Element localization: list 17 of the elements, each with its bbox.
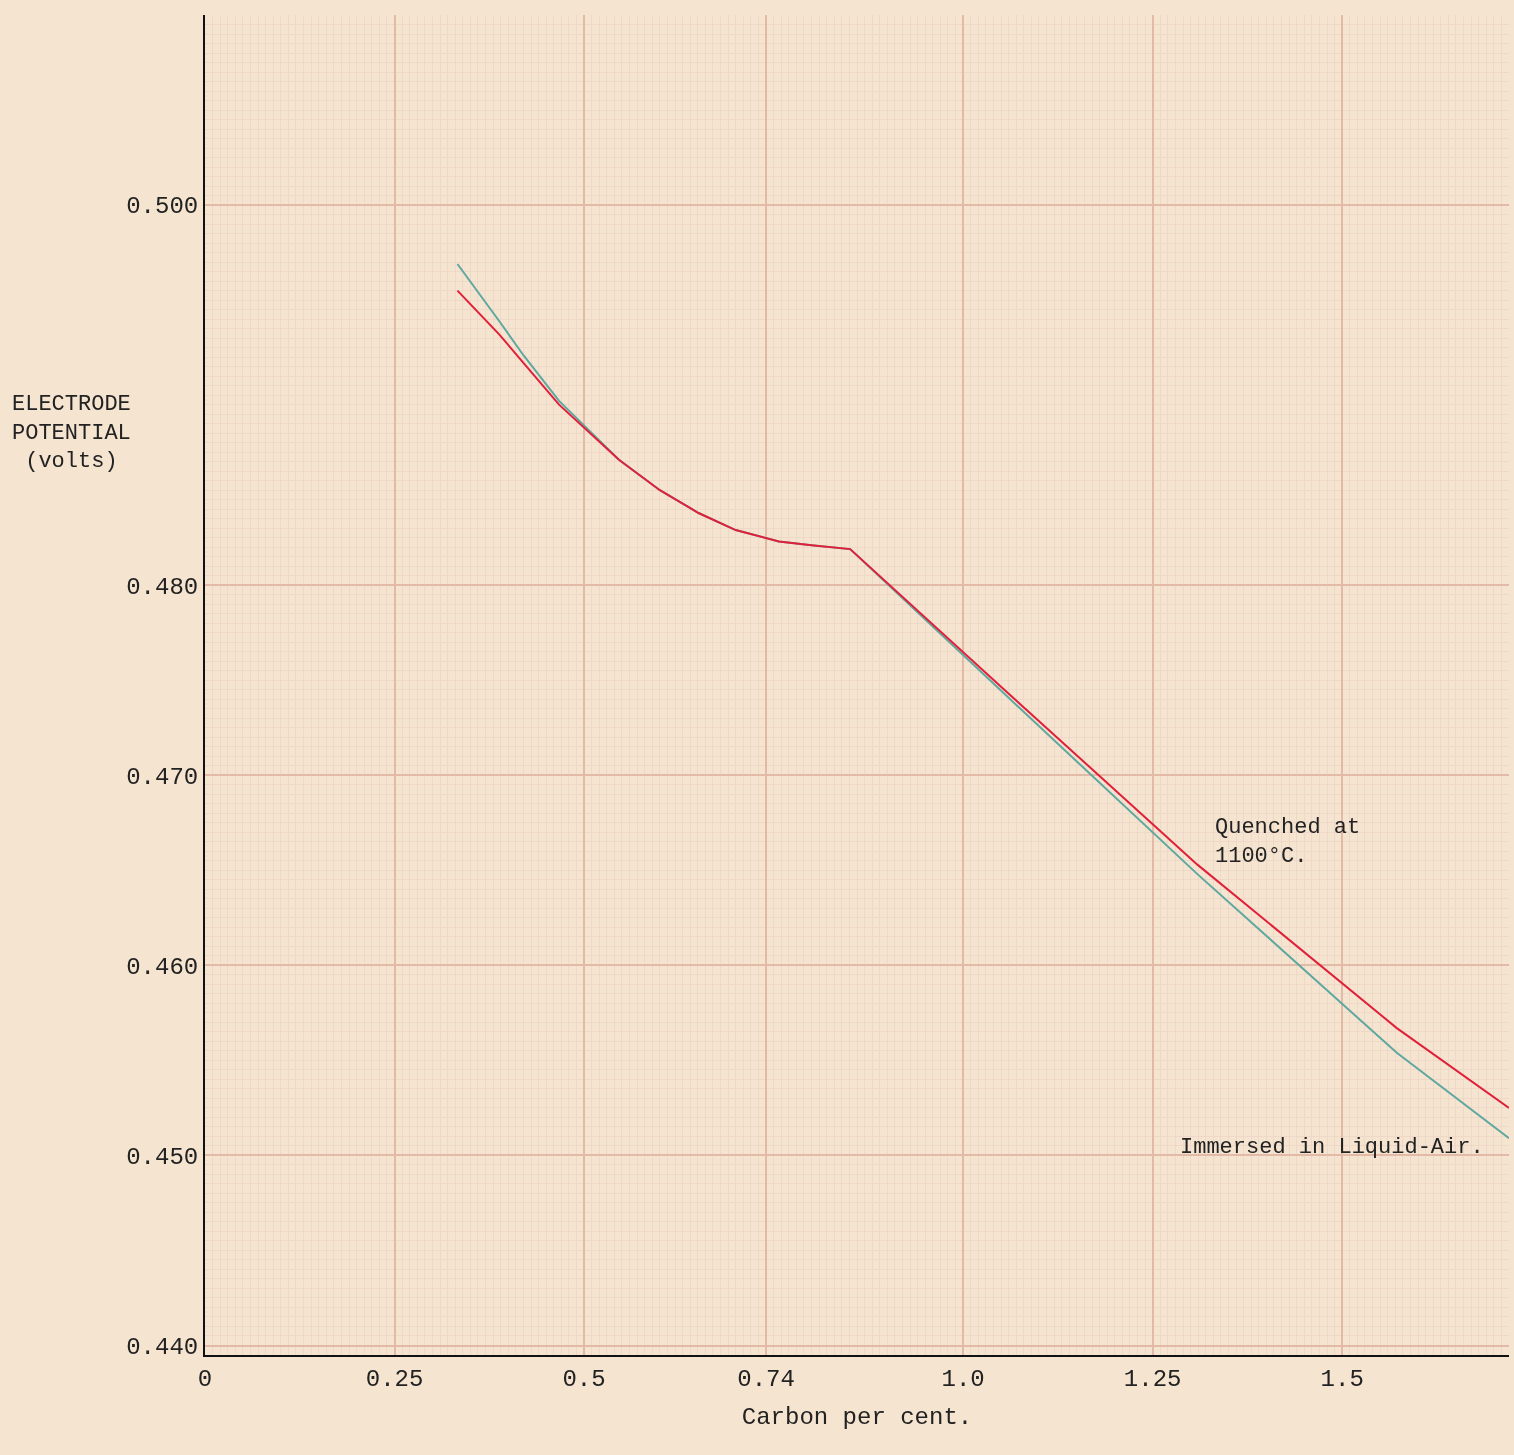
y-tick-label: 0.470: [126, 763, 199, 791]
y-tick-label: 0.500: [126, 193, 199, 221]
x-tick-label: 1.0: [941, 1365, 985, 1393]
series-label: Immersed in Liquid-Air.: [1180, 1135, 1484, 1160]
x-tick-label: 1.5: [1320, 1365, 1364, 1393]
y-axis-title: ELECTRODE POTENTIAL (volts): [12, 392, 131, 475]
series-label: Quenched at 1100°C.: [1215, 815, 1361, 869]
x-tick-label: 0.5: [562, 1365, 606, 1393]
x-tick-label: 0.74: [737, 1365, 795, 1393]
y-tick-label: 0.440: [126, 1333, 199, 1361]
y-tick-label: 0.460: [126, 953, 199, 981]
x-tick-label: 0: [197, 1365, 213, 1393]
x-tick-label: 1.25: [1123, 1365, 1182, 1393]
x-tick-label: 0.25: [365, 1365, 424, 1393]
y-tick-label: 0.450: [126, 1143, 199, 1171]
y-tick-label: 0.480: [126, 573, 199, 601]
x-axis-title: Carbon per cent.: [741, 1403, 973, 1431]
